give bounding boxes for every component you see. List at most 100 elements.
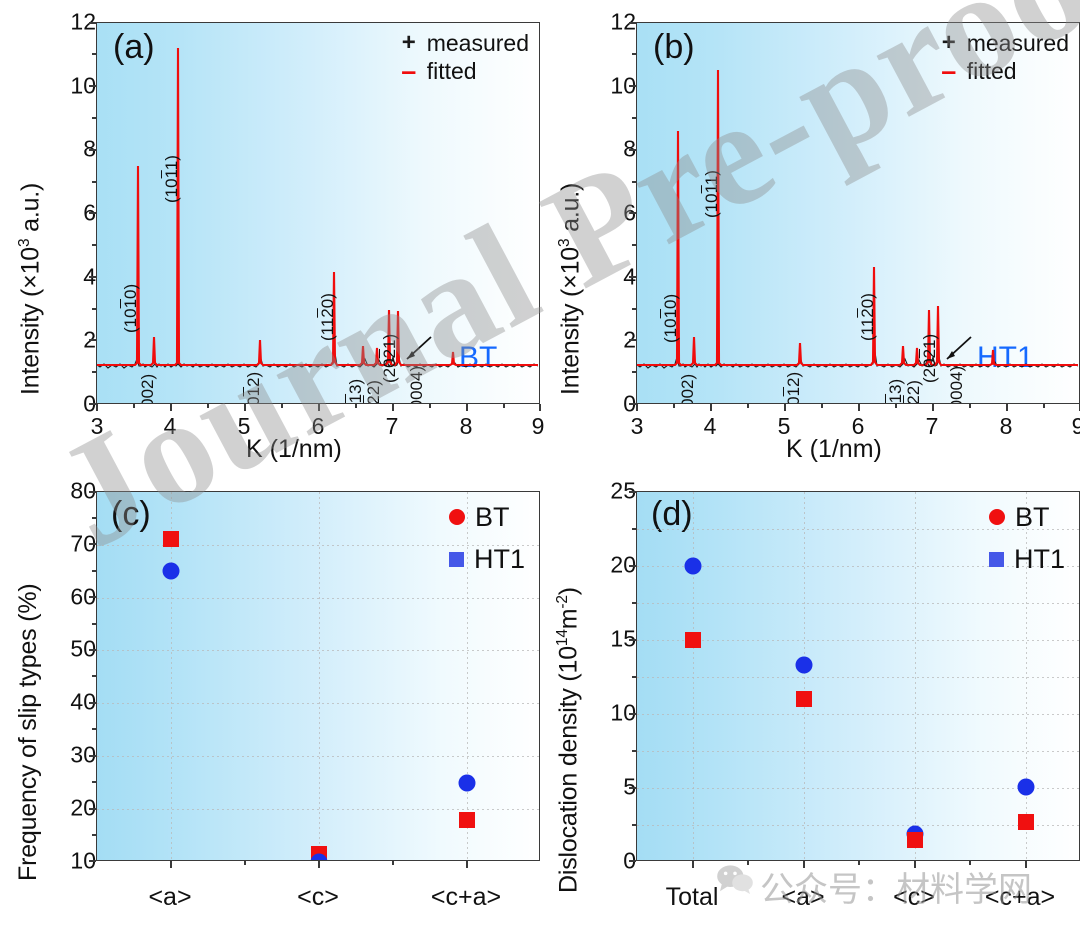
legend-label-ht1: HT1	[1013, 543, 1065, 574]
ytick: 50	[70, 635, 96, 662]
panel-a: Intensity (×103 a.u.) K (1/nm) (a) + mea…	[0, 0, 544, 474]
ytick: 4	[623, 263, 636, 290]
xtick-category: <c+a>	[984, 883, 1056, 911]
hkl-label-1010: (1010)	[121, 283, 140, 333]
panel-b-tag: (b)	[653, 28, 695, 66]
dash-marker-icon: –	[401, 55, 417, 86]
plus-marker-icon: +	[941, 29, 956, 56]
circle-marker-icon	[448, 509, 465, 525]
ytick: 70	[70, 530, 96, 557]
legend-item-fitted: – fitted	[938, 57, 1069, 85]
data-point-bt-a	[163, 531, 179, 547]
xtick: 5	[777, 413, 791, 439]
ytick: 2	[623, 326, 636, 353]
xtick: 9	[1071, 413, 1080, 439]
panel-b: Intensity (×103 a.u.) K (1/nm) (b) + mea…	[540, 0, 1080, 473]
hkl-label-1122: (1122)	[904, 380, 923, 404]
panel-b-sample-tag: HT1	[977, 341, 1034, 374]
panel-a-plot-area: (a) + measured – fitted BT	[96, 22, 540, 404]
panel-c-legend: BT HT1	[448, 496, 525, 580]
xtick-category: <c>	[297, 883, 339, 911]
xtick: 3	[630, 413, 644, 439]
panel-d-plot-area: (d) BT HT1	[636, 491, 1080, 861]
data-point-ht1-c	[310, 853, 328, 860]
data-point-ht1-ca	[1017, 778, 1035, 796]
data-point-ht1-ca	[458, 774, 476, 792]
data-point-bt-c	[907, 832, 923, 848]
legend-item-measured: + measured	[938, 29, 1069, 57]
legend-label-measured: measured	[966, 29, 1069, 56]
legend-item-ht1: HT1	[988, 538, 1065, 580]
panel-d-xaxis: Total <a> <c> <c+a>	[540, 861, 1080, 946]
panel-d-yaxis: 0 5 10 15 20 25	[540, 473, 636, 946]
legend-item-measured: + measured	[398, 29, 529, 57]
hkl-label-1120: (1120)	[318, 293, 337, 341]
data-point-bt-total	[685, 632, 701, 648]
panel-a-sample-tag: BT	[459, 341, 498, 374]
hkl-label-1122: (1122)	[364, 380, 383, 404]
ytick: 25	[610, 477, 636, 504]
panel-a-xaxis: 3 4 5 6 7 8 9	[0, 404, 544, 474]
hkl-0004-pointer-arrow	[946, 336, 972, 360]
data-point-ht1-a	[795, 656, 813, 674]
xtick: 7	[385, 413, 399, 439]
ytick: 8	[10, 136, 96, 163]
panel-c: Frequency of slip types (%) (c) BT HT1	[0, 473, 540, 946]
data-point-bt-ca	[1018, 814, 1034, 830]
hkl-label-1010: (1010)	[661, 293, 680, 343]
panel-c-plot-area: (c) BT HT1	[96, 491, 540, 861]
panel-a-xlabel: K (1/nm)	[246, 435, 342, 463]
ytick: 2	[83, 326, 96, 353]
legend-item-fitted: – fitted	[398, 57, 529, 85]
legend-label-bt: BT	[1014, 501, 1050, 532]
xtick-category: <c+a>	[430, 883, 502, 911]
panel-a-tag: (a)	[113, 28, 155, 66]
square-marker-icon	[988, 551, 1004, 567]
data-point-bt-ca	[459, 812, 475, 828]
legend-label-fitted: fitted	[966, 57, 1017, 84]
legend-label-fitted: fitted	[426, 57, 477, 84]
square-marker-icon	[448, 551, 464, 567]
ytick: 30	[70, 741, 96, 768]
xtick: 8	[459, 413, 473, 439]
legend-label-bt: BT	[474, 501, 510, 532]
hkl-label-0002: (0002)	[678, 373, 697, 404]
legend-label-ht1: HT1	[473, 543, 525, 574]
xtick: 6	[851, 413, 865, 439]
panel-b-xrd-trace	[637, 69, 1078, 369]
panel-a-yaxis: 0 2 4 6 8 10 12	[0, 0, 96, 473]
plus-marker-icon: +	[401, 29, 416, 56]
ytick: 20	[70, 794, 96, 821]
legend-item-bt: BT	[448, 496, 525, 538]
ytick: 20	[610, 551, 636, 578]
hkl-0004-pointer-arrow	[406, 336, 432, 360]
xtick-category: <a>	[148, 883, 192, 911]
ytick: 10	[610, 699, 636, 726]
ytick: 12	[610, 8, 636, 35]
ytick: 6	[623, 199, 636, 226]
legend-label-measured: measured	[426, 29, 529, 56]
panel-b-plot-area: (b) + measured – fitted HT1	[636, 22, 1080, 404]
xtick-category: Total	[665, 883, 719, 911]
ytick: 40	[70, 688, 96, 715]
wechat-icon	[717, 865, 753, 894]
panel-b-xaxis: 3 4 5 6 7 8 9	[540, 404, 1080, 474]
panel-d: Dislocation density (1014m-2) (d) BT HT1	[540, 473, 1080, 946]
xtick: 3	[90, 413, 104, 439]
xtick-category: <c>	[893, 883, 935, 911]
ytick: 6	[83, 199, 96, 226]
legend-item-ht1: HT1	[448, 538, 525, 580]
panel-d-tag: (d)	[651, 495, 693, 533]
panel-c-tag: (c)	[111, 495, 151, 533]
xtick: 8	[999, 413, 1013, 439]
panel-d-legend: BT HT1	[988, 496, 1065, 580]
hkl-label-1011: (1011)	[162, 155, 181, 203]
ytick: 5	[550, 774, 636, 801]
ytick: 15	[610, 625, 636, 652]
panel-a-legend: + measured – fitted	[398, 29, 529, 85]
circle-marker-icon	[988, 509, 1005, 525]
data-point-ht1-a	[162, 562, 180, 580]
ytick: 4	[83, 263, 96, 290]
xtick: 6	[311, 413, 325, 439]
